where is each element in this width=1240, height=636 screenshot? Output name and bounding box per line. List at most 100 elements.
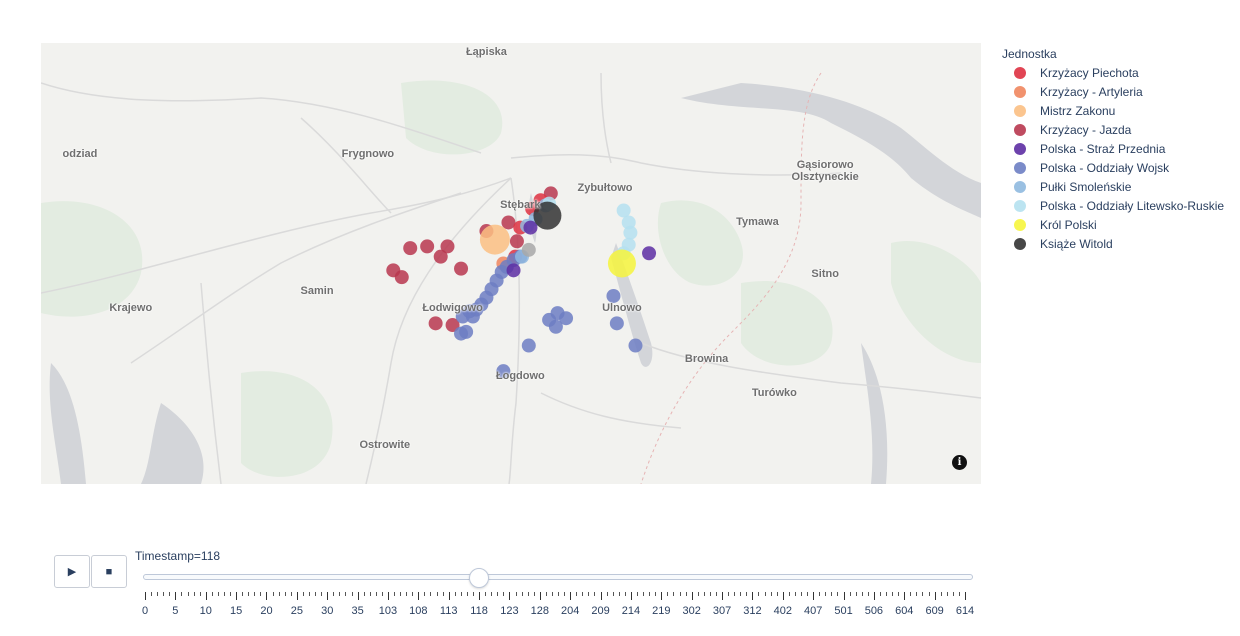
slider-minor-tick bbox=[430, 592, 432, 596]
unit-marker[interactable] bbox=[433, 249, 448, 264]
slider-minor-tick bbox=[436, 592, 438, 596]
slider-minor-tick bbox=[594, 592, 596, 596]
unit-marker[interactable] bbox=[548, 319, 563, 334]
slider-minor-tick bbox=[643, 592, 645, 596]
slider-minor-tick bbox=[491, 592, 493, 596]
legend-marker-icon bbox=[1014, 66, 1026, 79]
slider-tick-label: 35 bbox=[351, 605, 364, 617]
legend: Jednostka Krzyżacy Piechota Krzyżacy - Ar… bbox=[1002, 47, 1224, 253]
legend-item[interactable]: Polska - Oddziały Wojsk bbox=[1002, 158, 1224, 177]
legend-item[interactable]: Krzyżacy - Jazda bbox=[1002, 120, 1224, 139]
unit-marker[interactable] bbox=[628, 338, 643, 353]
slider-major-tick bbox=[418, 592, 420, 600]
unit-marker[interactable] bbox=[420, 239, 435, 254]
forest bbox=[657, 200, 743, 286]
slider-minor-tick bbox=[460, 592, 462, 596]
legend-item[interactable]: Mistrz Zakonu bbox=[1002, 101, 1224, 120]
unit-marker[interactable] bbox=[521, 338, 536, 353]
legend-marker-icon bbox=[1014, 104, 1026, 117]
unit-marker[interactable] bbox=[479, 224, 510, 255]
timestamp-slider-thumb[interactable] bbox=[469, 568, 490, 588]
slider-major-tick bbox=[873, 592, 875, 600]
slider-major-tick bbox=[296, 592, 298, 600]
forest bbox=[241, 371, 333, 477]
unit-marker[interactable] bbox=[394, 270, 409, 285]
unit-marker[interactable] bbox=[445, 318, 460, 333]
stop-button[interactable]: ■ bbox=[91, 555, 127, 588]
slider-minor-tick bbox=[831, 592, 833, 596]
slider-minor-tick bbox=[242, 592, 244, 596]
unit-marker[interactable] bbox=[607, 249, 636, 278]
unit-marker[interactable] bbox=[403, 241, 418, 256]
slider-major-tick bbox=[479, 592, 481, 600]
unit-marker[interactable] bbox=[609, 316, 624, 331]
slider-minor-tick bbox=[497, 592, 499, 596]
forest bbox=[41, 201, 143, 317]
legend-marker-icon bbox=[1014, 85, 1026, 98]
place-label: Turówko bbox=[751, 387, 797, 400]
unit-marker[interactable] bbox=[623, 225, 638, 240]
unit-marker[interactable] bbox=[559, 311, 574, 326]
forest bbox=[741, 281, 833, 366]
legend-item[interactable]: Polska - Straż Przednia bbox=[1002, 139, 1224, 158]
slider-minor-tick bbox=[624, 592, 626, 596]
slider-current-label: Timestamp=118 bbox=[135, 549, 221, 563]
play-button[interactable]: ▶ bbox=[54, 555, 90, 588]
slider-minor-tick bbox=[606, 592, 608, 596]
slider-minor-tick bbox=[321, 592, 323, 596]
unit-marker[interactable] bbox=[496, 364, 511, 379]
legend-item[interactable]: Pułki Smoleńskie bbox=[1002, 177, 1224, 196]
map-basemap bbox=[41, 72, 981, 484]
slider-major-tick bbox=[327, 592, 329, 600]
road bbox=[130, 192, 462, 364]
slider-minor-tick bbox=[211, 592, 213, 596]
legend-item[interactable]: Krzyżacy - Artyleria bbox=[1002, 82, 1224, 101]
slider-minor-tick bbox=[406, 592, 408, 596]
forest bbox=[891, 241, 981, 363]
slider-minor-tick bbox=[886, 592, 888, 596]
timestamp-slider-track[interactable] bbox=[143, 574, 973, 580]
legend-marker-icon bbox=[1014, 237, 1026, 250]
slider-minor-tick bbox=[394, 592, 396, 596]
legend-label: Król Polski bbox=[1040, 217, 1097, 232]
legend-item[interactable]: Krzyżacy Piechota bbox=[1002, 63, 1224, 82]
slider-minor-tick bbox=[740, 592, 742, 596]
slider-minor-tick bbox=[819, 592, 821, 596]
slider-minor-tick bbox=[454, 592, 456, 596]
slider-minor-tick bbox=[157, 592, 159, 596]
unit-marker[interactable] bbox=[642, 246, 657, 261]
unit-marker[interactable] bbox=[501, 215, 516, 230]
slider-minor-tick bbox=[776, 592, 778, 596]
slider-minor-tick bbox=[260, 592, 262, 596]
unit-marker[interactable] bbox=[509, 234, 524, 249]
legend-item[interactable]: Książe Witold bbox=[1002, 234, 1224, 253]
unit-marker[interactable] bbox=[440, 239, 455, 254]
slider-minor-tick bbox=[685, 592, 687, 596]
unit-marker[interactable] bbox=[454, 326, 469, 341]
unit-marker[interactable] bbox=[533, 201, 562, 230]
slider-minor-tick bbox=[922, 592, 924, 596]
unit-marker[interactable] bbox=[506, 263, 521, 278]
unit-marker[interactable] bbox=[606, 288, 621, 303]
slider-minor-tick bbox=[223, 592, 225, 596]
slider-tick-label: 10 bbox=[199, 605, 212, 617]
slider-minor-tick bbox=[576, 592, 578, 596]
unit-marker[interactable] bbox=[428, 316, 443, 331]
unit-marker[interactable] bbox=[616, 203, 631, 218]
legend-label: Krzyżacy Piechota bbox=[1040, 65, 1139, 80]
legend-item[interactable]: Polska - Oddziały Litewsko-Ruskie bbox=[1002, 196, 1224, 215]
unit-marker[interactable] bbox=[455, 309, 470, 324]
legend-label: Pułki Smoleńskie bbox=[1040, 179, 1132, 194]
slider-tick-label: 501 bbox=[834, 605, 853, 617]
unit-marker[interactable] bbox=[521, 242, 536, 257]
legend-label: Krzyżacy - Artyleria bbox=[1040, 84, 1143, 99]
unit-marker[interactable] bbox=[523, 220, 538, 235]
info-icon[interactable]: i bbox=[952, 455, 967, 470]
map-view[interactable]: Łąpiska Gąsiorowo Olsztyneckie odziad Frygno… bbox=[41, 43, 981, 484]
legend-item[interactable]: Król Polski bbox=[1002, 215, 1224, 234]
slider-tick-label: 118 bbox=[470, 605, 488, 617]
unit-marker[interactable] bbox=[454, 261, 469, 276]
slider-major-tick bbox=[661, 592, 663, 600]
slider-minor-tick bbox=[199, 592, 201, 596]
unit-marker[interactable] bbox=[465, 309, 480, 324]
